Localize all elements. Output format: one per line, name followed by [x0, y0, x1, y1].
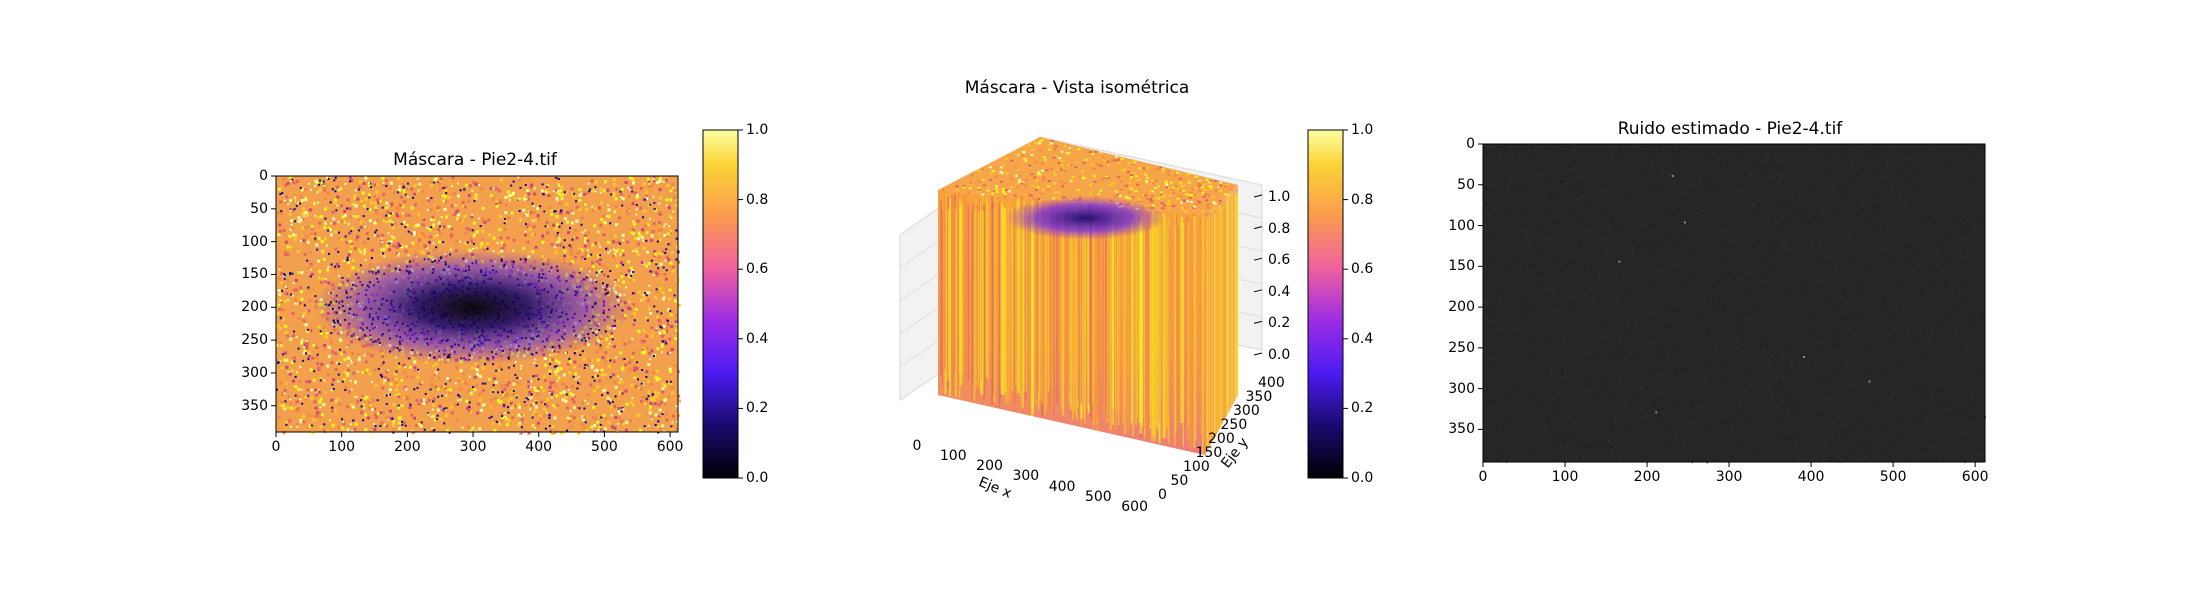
panel1-colorbar-tick-label: 1.0 — [746, 122, 769, 138]
panel2-xtick-label: 600 — [1121, 498, 1149, 515]
panel2-ztick-label: 0.0 — [1268, 347, 1291, 363]
panel2-xtick-label: 200 — [976, 458, 1003, 475]
panel3-ytick-label: 50 — [1457, 176, 1475, 193]
panel1-ytick-label: 0 — [259, 168, 268, 184]
panel2-top-depression — [1005, 196, 1165, 240]
panel2-bar-streaks — [940, 187, 1239, 454]
panel3-image-bg — [1483, 144, 1985, 462]
panel2-colorbar-tick-label: 1.0 — [1351, 122, 1374, 138]
panel2-ytick-label: 100 — [1183, 459, 1210, 475]
panel3-bright-speck — [1683, 221, 1686, 224]
panel2-colorbar-tick-label: 0.6 — [1351, 261, 1374, 278]
panel2-ztick-label: 1.0 — [1268, 189, 1291, 205]
panel1-xtick-label: 300 — [459, 439, 487, 455]
panel1-frame — [275, 175, 679, 433]
panel3-frame — [1482, 143, 1986, 463]
panel2-xtick-label: 300 — [1012, 468, 1040, 485]
panel1-xtick-label: 0 — [271, 439, 281, 455]
panel2-xtick-label: 100 — [939, 448, 967, 465]
panel1-dark-center-region — [313, 249, 634, 366]
panel1-ytick-label: 150 — [241, 266, 268, 283]
panel3-bright-speck — [1868, 380, 1871, 383]
panel3-xtick-label: 400 — [1797, 469, 1825, 485]
panel3-bright-speck — [1671, 174, 1674, 177]
panel2-ytick-label: 400 — [1258, 375, 1285, 391]
panel2-ztick-mark — [1253, 226, 1263, 230]
figure-title: Máscara - Vista isométrica — [964, 78, 1190, 98]
panel3-ytick-label: 250 — [1448, 339, 1475, 356]
panel3-bright-speck — [1618, 260, 1621, 263]
panel1-xtick-label: 600 — [656, 439, 684, 455]
panel1-xtick-label: 500 — [591, 439, 618, 455]
panel2-colorbar-tick-label: 0.8 — [1351, 191, 1374, 208]
panel2-ztick-label: 0.4 — [1268, 283, 1291, 300]
panel2-ztick-mark — [1253, 257, 1263, 261]
panel2-ytick-label: 0 — [1158, 487, 1167, 503]
panel3-xtick-label: 600 — [1961, 469, 1989, 485]
panel3-noise-texture — [1483, 144, 1986, 464]
panel1-colorbar-tick-label: 0.0 — [746, 470, 769, 486]
panel2-ztick-mark — [1253, 320, 1263, 324]
panel1-title: Máscara - Pie2-4.tif — [393, 150, 557, 170]
panel2-colorbar-tick-label: 0.4 — [1351, 330, 1374, 347]
panel2-ytick-label: 50 — [1170, 473, 1189, 489]
panel1-ytick-label: 100 — [241, 233, 268, 250]
panel2-colorbar — [1307, 129, 1344, 479]
panel2-ztick-label: 0.6 — [1268, 252, 1291, 269]
panel2-top-texture — [941, 139, 1233, 216]
panel1-ytick-label: 350 — [241, 397, 268, 414]
panel3-ytick-label: 200 — [1448, 299, 1475, 316]
panel3-xtick-label: 100 — [1551, 469, 1579, 485]
panel2-ytick-label: 250 — [1220, 417, 1248, 433]
panel1-colorbar — [702, 129, 739, 479]
panel2-xtick-label: 400 — [1048, 478, 1076, 495]
panel3-xtick-label: 300 — [1715, 469, 1743, 485]
panel2-colorbar-tick-label: 0.0 — [1351, 470, 1374, 486]
panel1-ytick-label: 200 — [241, 299, 268, 316]
panel3-ytick-label: 150 — [1448, 258, 1475, 275]
panel2-ytick-label: 150 — [1195, 445, 1223, 461]
panel3-ytick-label: 300 — [1448, 380, 1475, 397]
panel1-ytick-label: 300 — [241, 364, 268, 381]
panel3-title: Ruido estimado - Pie2-4.tif — [1617, 119, 1843, 139]
panel2-ytick-label: 350 — [1245, 389, 1273, 405]
panel2-ztick-mark — [1253, 289, 1263, 293]
panel1-xtick-label: 100 — [328, 439, 356, 455]
panel1-colorbar-tick-label: 0.2 — [746, 400, 769, 417]
panel1-xtick-label: 400 — [525, 439, 553, 455]
panel3-ytick-label: 350 — [1448, 421, 1475, 438]
panel2-ytick-label: 300 — [1233, 403, 1260, 419]
panel1-ytick-label: 250 — [241, 332, 268, 349]
panel3-xtick-label: 0 — [1478, 469, 1488, 485]
panel1-colorbar-tick-label: 0.4 — [746, 330, 769, 347]
panel2-xtick-label: 500 — [1084, 488, 1112, 505]
panel2-ztick-label: 0.8 — [1268, 220, 1291, 237]
panel1-colorbar-tick-label: 0.8 — [746, 191, 769, 208]
panel1-ytick-label: 50 — [250, 200, 268, 217]
panel2-ztick-mark — [1253, 352, 1263, 356]
panel2-colorbar-tick-label: 0.2 — [1351, 400, 1374, 417]
panel3-xtick-label: 200 — [1633, 469, 1661, 485]
panel2-xtick-label: 0 — [912, 438, 922, 454]
panel3-bright-speck — [1655, 411, 1658, 414]
panel1-xtick-label: 200 — [393, 439, 421, 455]
panel2-ztick-mark — [1253, 194, 1263, 198]
panel3-ytick-label: 0 — [1466, 136, 1475, 152]
panel2-ztick-label: 0.2 — [1268, 315, 1291, 332]
panel2-ytick-label: 200 — [1208, 431, 1235, 447]
panel1-colorbar-tick-label: 0.6 — [746, 261, 769, 278]
panel3-bright-speck — [1802, 356, 1805, 358]
panel3-ytick-label: 100 — [1448, 217, 1475, 234]
panel3-xtick-label: 500 — [1879, 469, 1907, 485]
